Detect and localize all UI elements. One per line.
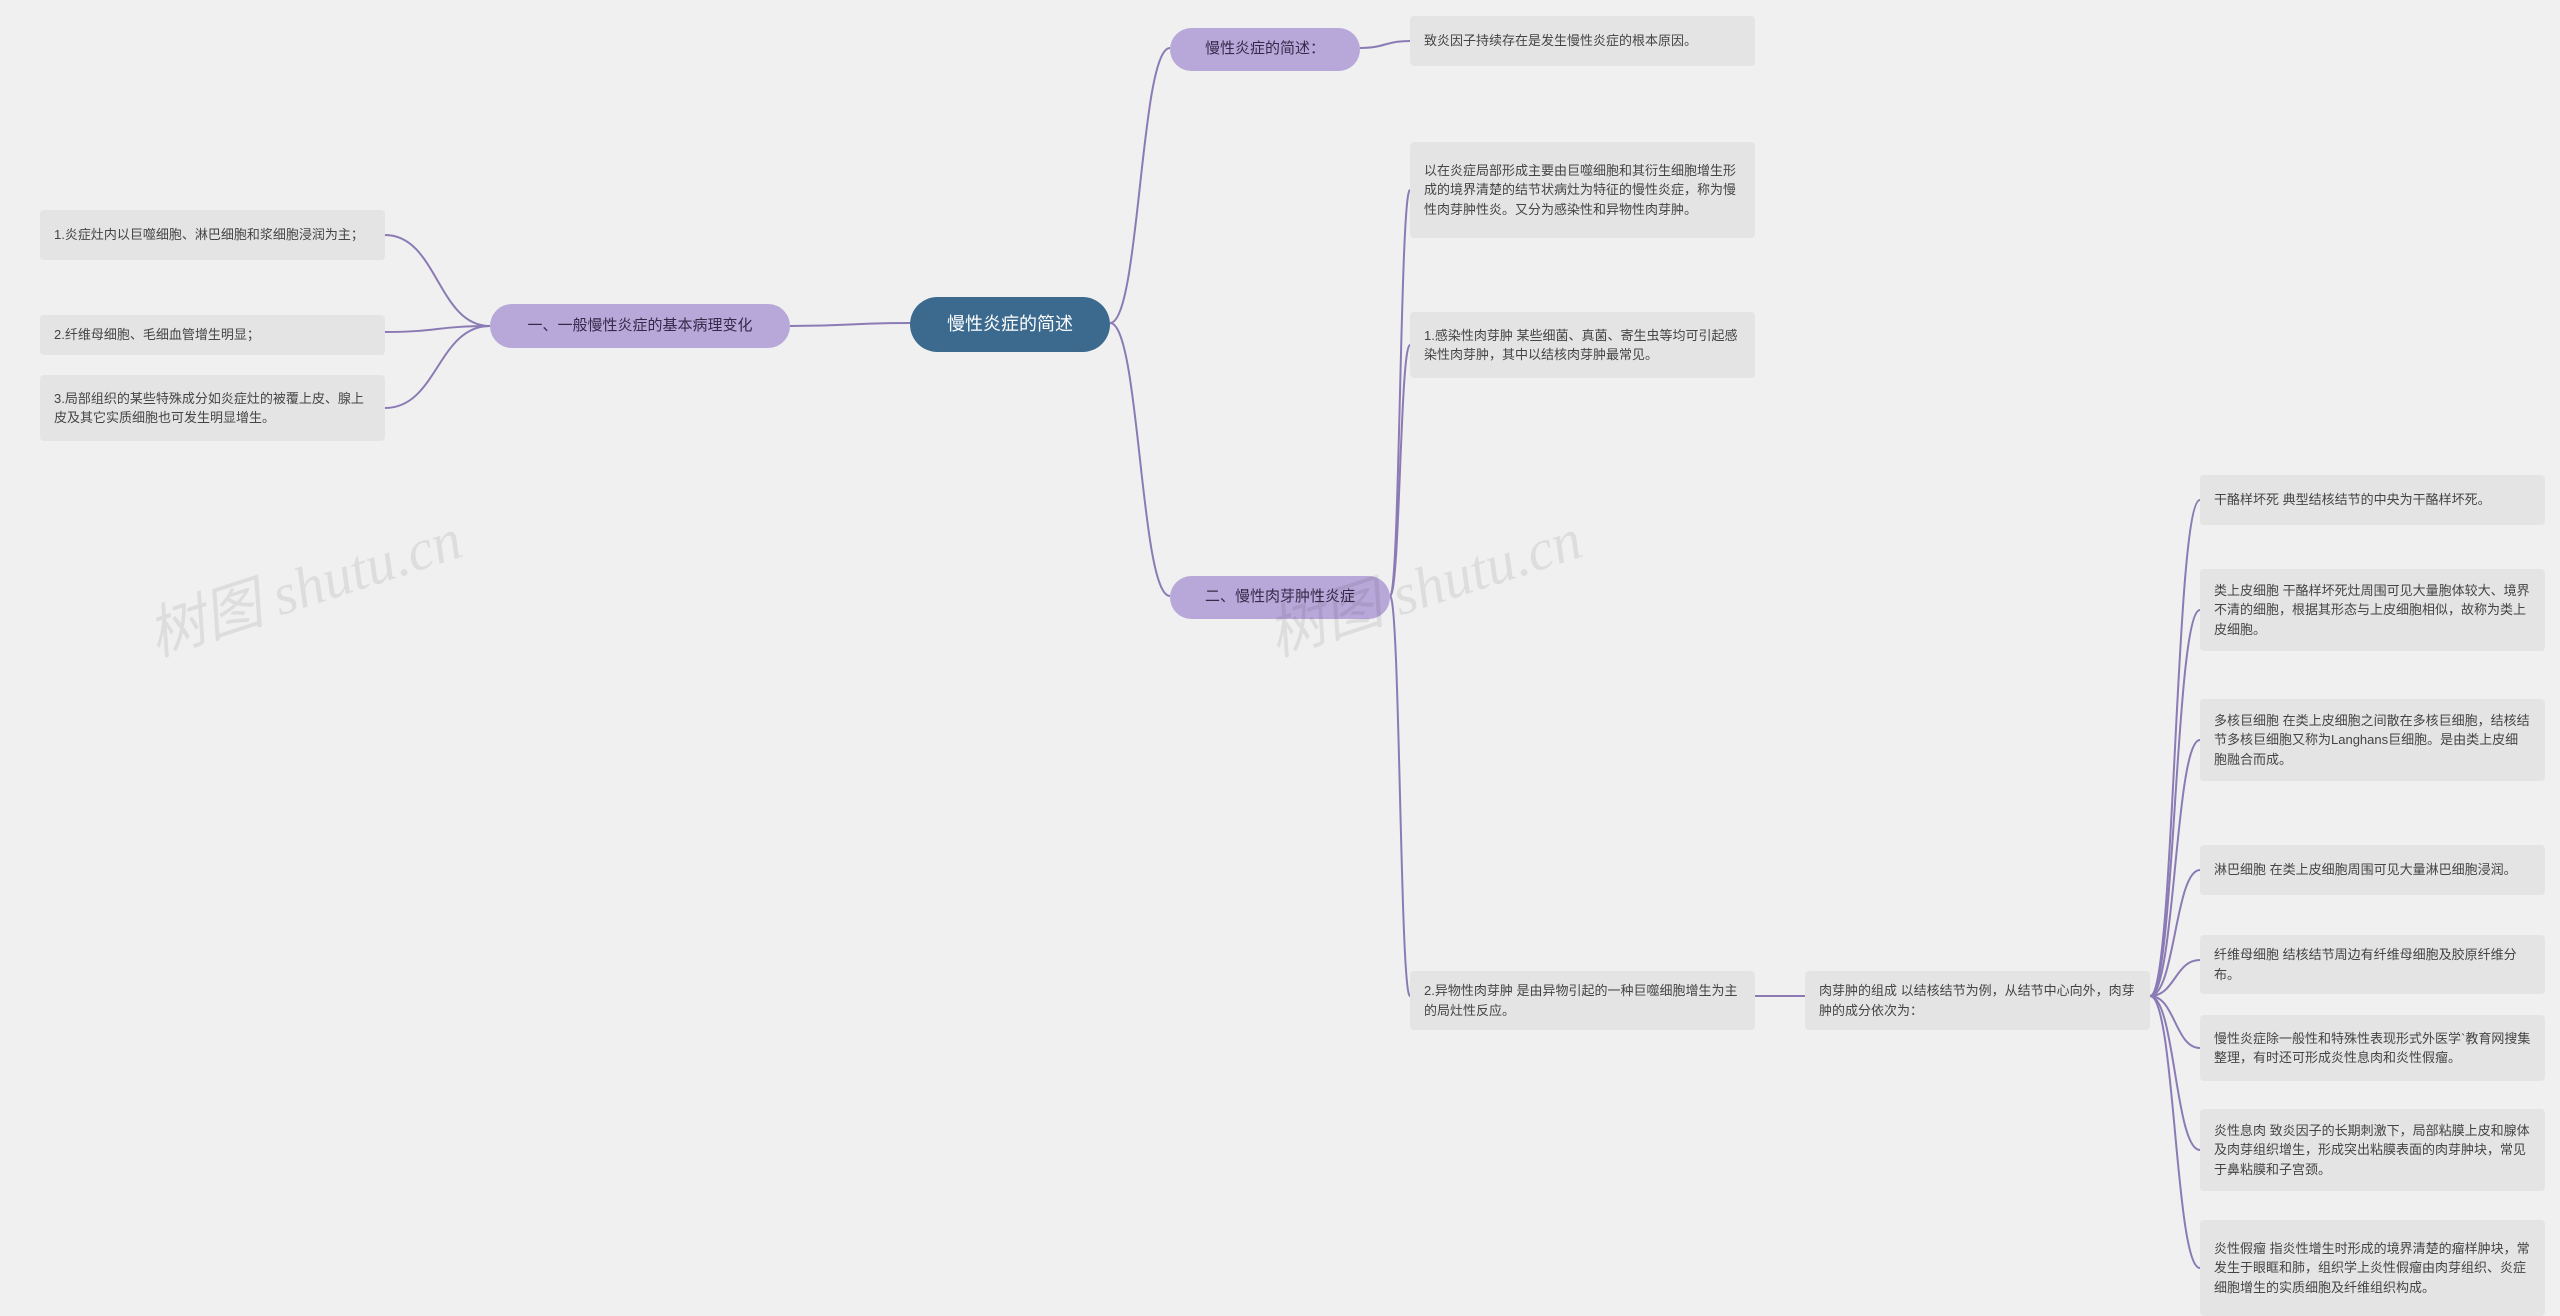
node-D7[interactable]: 炎性息肉 致炎因子的长期刺激下，局部粘膜上皮和腺体及肉芽组织增生，形成突出粘膜表… (2200, 1109, 2545, 1191)
edge (1110, 323, 1170, 596)
node-label: 炎性息肉 致炎因子的长期刺激下，局部粘膜上皮和腺体及肉芽组织增生，形成突出粘膜表… (2214, 1121, 2531, 1180)
node-D1[interactable]: 干酪样坏死 典型结核结节的中央为干酪样坏死。 (2200, 475, 2545, 525)
edge (2150, 500, 2200, 996)
edge (2150, 740, 2200, 996)
node-label: 慢性炎症的简述 (947, 311, 1073, 338)
edge (790, 323, 910, 326)
node-R2c1[interactable]: 肉芽肿的组成 以结核结节为例，从结节中心向外，肉芽肿的成分依次为： (1805, 971, 2150, 1030)
node-R1a[interactable]: 致炎因子持续存在是发生慢性炎症的根本原因。 (1410, 16, 1755, 66)
node-root[interactable]: 慢性炎症的简述 (910, 297, 1110, 352)
node-label: 纤维母细胞 结核结节周边有纤维母细胞及胶原纤维分布。 (2214, 945, 2531, 984)
edge (1360, 41, 1410, 48)
node-R2a[interactable]: 以在炎症局部形成主要由巨噬细胞和其衍生细胞增生形成的境界清楚的结节状病灶为特征的… (1410, 142, 1755, 238)
watermark: 树图 shutu.cn (135, 492, 470, 672)
node-label: 一、一般慢性炎症的基本病理变化 (527, 315, 752, 338)
node-label: 2.纤维母细胞、毛细血管增生明显； (54, 325, 260, 345)
node-label: 致炎因子持续存在是发生慢性炎症的根本原因。 (1424, 31, 1697, 51)
node-D3[interactable]: 多核巨细胞 在类上皮细胞之间散在多核巨细胞，结核结节多核巨细胞又称为Langha… (2200, 699, 2545, 781)
mindmap-canvas: 慢性炎症的简述 一、一般慢性炎症的基本病理变化 1.炎症灶内以巨噬细胞、淋巴细胞和浆… (0, 0, 2560, 1311)
node-L1[interactable]: 一、一般慢性炎症的基本病理变化 (490, 304, 790, 348)
node-R2c[interactable]: 2.异物性肉芽肿 是由异物引起的一种巨噬细胞增生为主的局灶性反应。 (1410, 971, 1755, 1030)
node-label: 慢性炎症除一般性和特殊性表现形式外医学`教育网搜集整理，有时还可形成炎性息肉和炎… (2214, 1029, 2531, 1068)
node-D8[interactable]: 炎性假瘤 指炎性增生时形成的境界清楚的瘤样肿块，常发生于眼眶和肺，组织学上炎性假… (2200, 1220, 2545, 1316)
node-R1[interactable]: 慢性炎症的简述： (1170, 28, 1360, 71)
node-label: 慢性炎症的简述： (1205, 38, 1325, 61)
node-label: 2.异物性肉芽肿 是由异物引起的一种巨噬细胞增生为主的局灶性反应。 (1424, 981, 1741, 1020)
edge-layer (0, 0, 2560, 1311)
node-R2[interactable]: 二、慢性肉芽肿性炎症 (1170, 576, 1390, 619)
node-label: 干酪样坏死 典型结核结节的中央为干酪样坏死。 (2214, 490, 2491, 510)
edge (1390, 345, 1410, 596)
node-D4[interactable]: 淋巴细胞 在类上皮细胞周围可见大量淋巴细胞浸润。 (2200, 845, 2545, 895)
node-D2[interactable]: 类上皮细胞 干酪样坏死灶周围可见大量胞体较大、境界不清的细胞，根据其形态与上皮细… (2200, 569, 2545, 651)
node-label: 1.感染性肉芽肿 某些细菌、真菌、寄生虫等均可引起感染性肉芽肿，其中以结核肉芽肿… (1424, 326, 1741, 365)
node-R2b[interactable]: 1.感染性肉芽肿 某些细菌、真菌、寄生虫等均可引起感染性肉芽肿，其中以结核肉芽肿… (1410, 312, 1755, 378)
node-L1c[interactable]: 3.局部组织的某些特殊成分如炎症灶的被覆上皮、腺上皮及其它实质细胞也可发生明显增… (40, 375, 385, 441)
edge (385, 326, 490, 332)
edge (1390, 596, 1410, 996)
node-label: 1.炎症灶内以巨噬细胞、淋巴细胞和浆细胞浸润为主； (54, 225, 364, 245)
edge (1110, 48, 1170, 323)
edge (2150, 996, 2200, 1048)
edge (1390, 190, 1410, 596)
node-label: 以在炎症局部形成主要由巨噬细胞和其衍生细胞增生形成的境界清楚的结节状病灶为特征的… (1424, 161, 1741, 220)
node-D5[interactable]: 纤维母细胞 结核结节周边有纤维母细胞及胶原纤维分布。 (2200, 935, 2545, 994)
node-label: 淋巴细胞 在类上皮细胞周围可见大量淋巴细胞浸润。 (2214, 860, 2517, 880)
edge (2150, 996, 2200, 1268)
node-label: 3.局部组织的某些特殊成分如炎症灶的被覆上皮、腺上皮及其它实质细胞也可发生明显增… (54, 389, 371, 428)
edge (2150, 870, 2200, 996)
node-label: 多核巨细胞 在类上皮细胞之间散在多核巨细胞，结核结节多核巨细胞又称为Langha… (2214, 711, 2531, 770)
node-L1a[interactable]: 1.炎症灶内以巨噬细胞、淋巴细胞和浆细胞浸润为主； (40, 210, 385, 260)
node-label: 类上皮细胞 干酪样坏死灶周围可见大量胞体较大、境界不清的细胞，根据其形态与上皮细… (2214, 581, 2531, 640)
edge (2150, 960, 2200, 996)
node-D6[interactable]: 慢性炎症除一般性和特殊性表现形式外医学`教育网搜集整理，有时还可形成炎性息肉和炎… (2200, 1015, 2545, 1081)
node-L1b[interactable]: 2.纤维母细胞、毛细血管增生明显； (40, 315, 385, 355)
node-label: 二、慢性肉芽肿性炎症 (1205, 586, 1355, 609)
edge (2150, 610, 2200, 996)
edge (385, 326, 490, 408)
node-label: 炎性假瘤 指炎性增生时形成的境界清楚的瘤样肿块，常发生于眼眶和肺，组织学上炎性假… (2214, 1239, 2531, 1298)
node-label: 肉芽肿的组成 以结核结节为例，从结节中心向外，肉芽肿的成分依次为： (1819, 981, 2136, 1020)
edge (385, 235, 490, 326)
edge (2150, 996, 2200, 1150)
